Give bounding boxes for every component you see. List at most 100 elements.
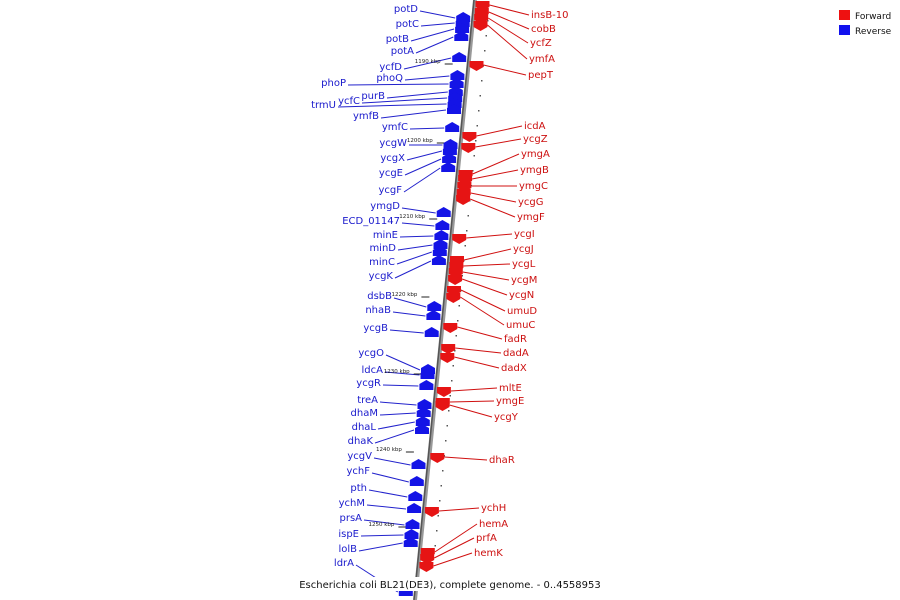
reverse-gene-feature [427,301,442,311]
legend-swatch-reverse [839,25,850,35]
reverse-gene-leader [337,103,447,108]
reverse-gene-leader [420,22,455,27]
reverse-gene-leader [396,251,432,265]
track-dot [454,350,456,352]
forward-gene-label: ycgN [509,290,534,301]
forward-gene-label: ycgM [511,275,537,286]
reverse-gene-feature [443,139,458,149]
forward-gene-leader [487,24,528,60]
track-dot [455,335,457,337]
reverse-gene-leader [399,235,434,238]
forward-gene-leader [457,326,503,340]
reverse-gene-feature [415,424,429,434]
forward-gene-feature [419,562,434,572]
forward-gene-leader [450,387,498,392]
reverse-gene-feature [403,537,418,547]
reverse-gene-label: ymfB [353,111,379,122]
reverse-gene-leader [361,97,448,104]
reverse-gene-leader [394,260,432,279]
scale-tick-label: 1210 kbp [399,214,425,220]
reverse-gene-feature [407,503,422,513]
forward-gene-leader [489,4,530,16]
reverse-gene-leader [401,222,435,227]
reverse-gene-label: ECD_01147 [342,216,400,227]
reverse-gene-feature [441,162,456,172]
reverse-gene-label: nhaB [365,305,391,316]
reverse-gene-feature [447,104,461,114]
reverse-gene-label: dsbB [367,291,392,302]
reverse-gene-leader [360,534,404,537]
reverse-gene-feature [409,476,424,486]
forward-gene-leader [444,456,488,461]
reverse-gene-leader [406,150,443,161]
track-dot [464,245,466,247]
forward-gene-leader [449,400,495,403]
reverse-gene-label: ispE [338,529,359,540]
forward-gene-leader [472,169,519,180]
reverse-gene-label: ychM [339,498,365,509]
forward-gene-leader [460,289,506,312]
reverse-gene-leader [389,329,424,334]
reverse-gene-leader [419,10,456,19]
reverse-gene-feature [448,86,463,96]
forward-gene-label: hemA [479,519,508,530]
reverse-gene-feature [434,230,449,240]
track-dot [466,230,468,232]
track-dot [473,155,475,157]
forward-gene-label: ycgZ [523,134,548,145]
reverse-gene-feature [424,327,439,337]
forward-gene-feature [424,507,439,517]
gene-features [398,1,490,596]
reverse-gene-label: ldcA [362,365,384,376]
forward-gene-leader [460,296,505,326]
track-dot [436,530,438,532]
reverse-gene-feature [420,369,435,379]
track-dot [437,515,439,517]
forward-gene-feature [443,323,458,333]
legend-label-forward: Forward [855,12,891,22]
track-dot [475,140,477,142]
reverse-gene-leader [403,57,452,70]
reverse-gene-label: ycgK [369,271,394,282]
forward-gene-leader [449,404,493,418]
genome-axis-shadow [413,0,477,600]
reverse-gene-feature [447,98,462,108]
reverse-gene-label: potD [394,4,418,15]
reverse-gene-feature [404,529,419,539]
scale-tick-label: 1250 kbp [368,522,394,528]
track-dot [448,410,450,412]
reverse-gene-feature [405,519,420,529]
reverse-gene-label: phoP [321,78,346,89]
track-dot [481,80,483,82]
forward-gene-label: pepT [528,70,554,81]
forward-gene-feature [440,353,455,363]
track-dot [442,470,444,472]
scale-tick-label: 1200 kbp [407,138,433,144]
scale-tick-label: 1190 kbp [415,59,441,65]
reverse-gene-feature [445,122,460,132]
reverse-gene-label: minC [369,257,395,268]
forward-gene-label: ymgB [520,165,549,176]
track-dot [485,35,487,37]
reverse-gene-label: ycgF [378,185,402,196]
forward-gene-feature [441,344,456,354]
reverse-gene-label: ycgX [380,153,405,164]
reverse-gene-feature [452,52,467,62]
reverse-gene-label: ldrA [334,558,354,569]
reverse-gene-leader [358,542,403,552]
reverse-gene-label: dhaL [352,422,377,433]
forward-gene-feature [435,401,450,411]
forward-gene-label: fadR [504,334,527,345]
reverse-gene-feature [419,380,434,390]
reverse-gene-leader [379,412,416,416]
track-dot [479,95,481,97]
track-dot [476,125,478,127]
forward-gene-label: ycgG [518,197,544,208]
reverse-gene-label: ycgR [356,378,381,389]
forward-gene-label: ycgJ [513,244,534,255]
forward-gene-leader [463,248,512,261]
track-dot [472,170,474,172]
legend: Forward Reverse [839,10,892,37]
